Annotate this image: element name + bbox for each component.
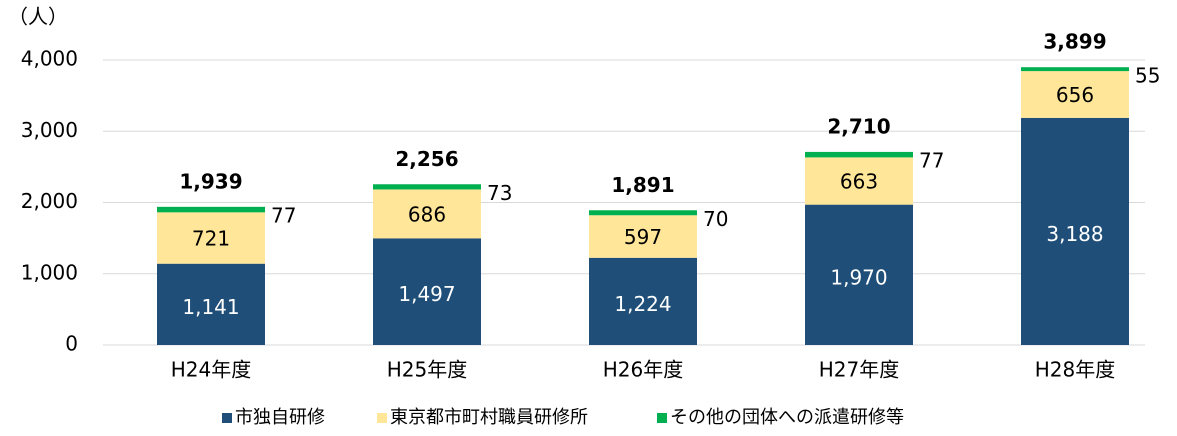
y-tick-label: 3,000	[21, 118, 78, 142]
data-label: 656	[1056, 83, 1094, 107]
bar-segment	[373, 184, 481, 190]
data-label: 77	[919, 148, 944, 172]
data-label: 597	[624, 225, 662, 249]
bar-segment	[157, 212, 265, 264]
bar-segment	[157, 263, 265, 345]
bar-segment	[1021, 67, 1129, 72]
bar-segment	[373, 189, 481, 239]
legend-label: 市独自研修	[235, 407, 325, 428]
data-label: 1,141	[182, 295, 239, 319]
bar-segment	[1021, 71, 1129, 118]
y-tick-label: 2,000	[21, 189, 78, 213]
bar-segment	[373, 238, 481, 345]
y-axis-label: （人）	[8, 5, 68, 29]
legend-swatch	[377, 413, 387, 423]
total-label: 1,939	[179, 169, 242, 193]
total-label: 2,710	[827, 114, 890, 138]
x-tick-label: H24年度	[171, 358, 252, 382]
data-label: 1,497	[398, 282, 455, 306]
data-label: 1,970	[830, 265, 887, 289]
bar-segment	[805, 151, 913, 158]
bar-segment	[1021, 117, 1129, 345]
x-tick-label: H27年度	[819, 358, 900, 382]
data-label: 686	[408, 202, 446, 226]
bar-segment	[157, 206, 265, 213]
bar-segment	[805, 204, 913, 345]
bar-segment	[589, 210, 697, 216]
y-tick-label: 1,000	[21, 260, 78, 284]
data-label: 663	[840, 170, 878, 194]
data-label: 721	[192, 227, 230, 251]
x-tick-label: H28年度	[1035, 358, 1116, 382]
total-label: 2,256	[395, 147, 458, 171]
data-label: 55	[1135, 64, 1160, 88]
legend-swatch	[657, 413, 667, 423]
data-label: 77	[271, 203, 296, 227]
data-label: 1,224	[614, 292, 671, 316]
total-label: 1,891	[611, 173, 674, 197]
legend-swatch	[222, 413, 232, 423]
x-tick-label: H26年度	[603, 358, 684, 382]
legend-label: その他の団体への派遣研修等	[670, 407, 904, 428]
data-label: 3,188	[1046, 222, 1103, 246]
y-tick-label: 4,000	[21, 47, 78, 71]
bar-segment	[805, 157, 913, 205]
x-tick-label: H25年度	[387, 358, 468, 382]
legend-label: 東京都市町村職員研修所	[390, 407, 588, 428]
data-label: 73	[487, 181, 512, 205]
bar-segment	[589, 215, 697, 258]
bar-segment	[589, 257, 697, 345]
total-label: 3,899	[1043, 30, 1106, 54]
data-label: 70	[703, 207, 728, 231]
y-tick-label: 0	[65, 332, 78, 356]
